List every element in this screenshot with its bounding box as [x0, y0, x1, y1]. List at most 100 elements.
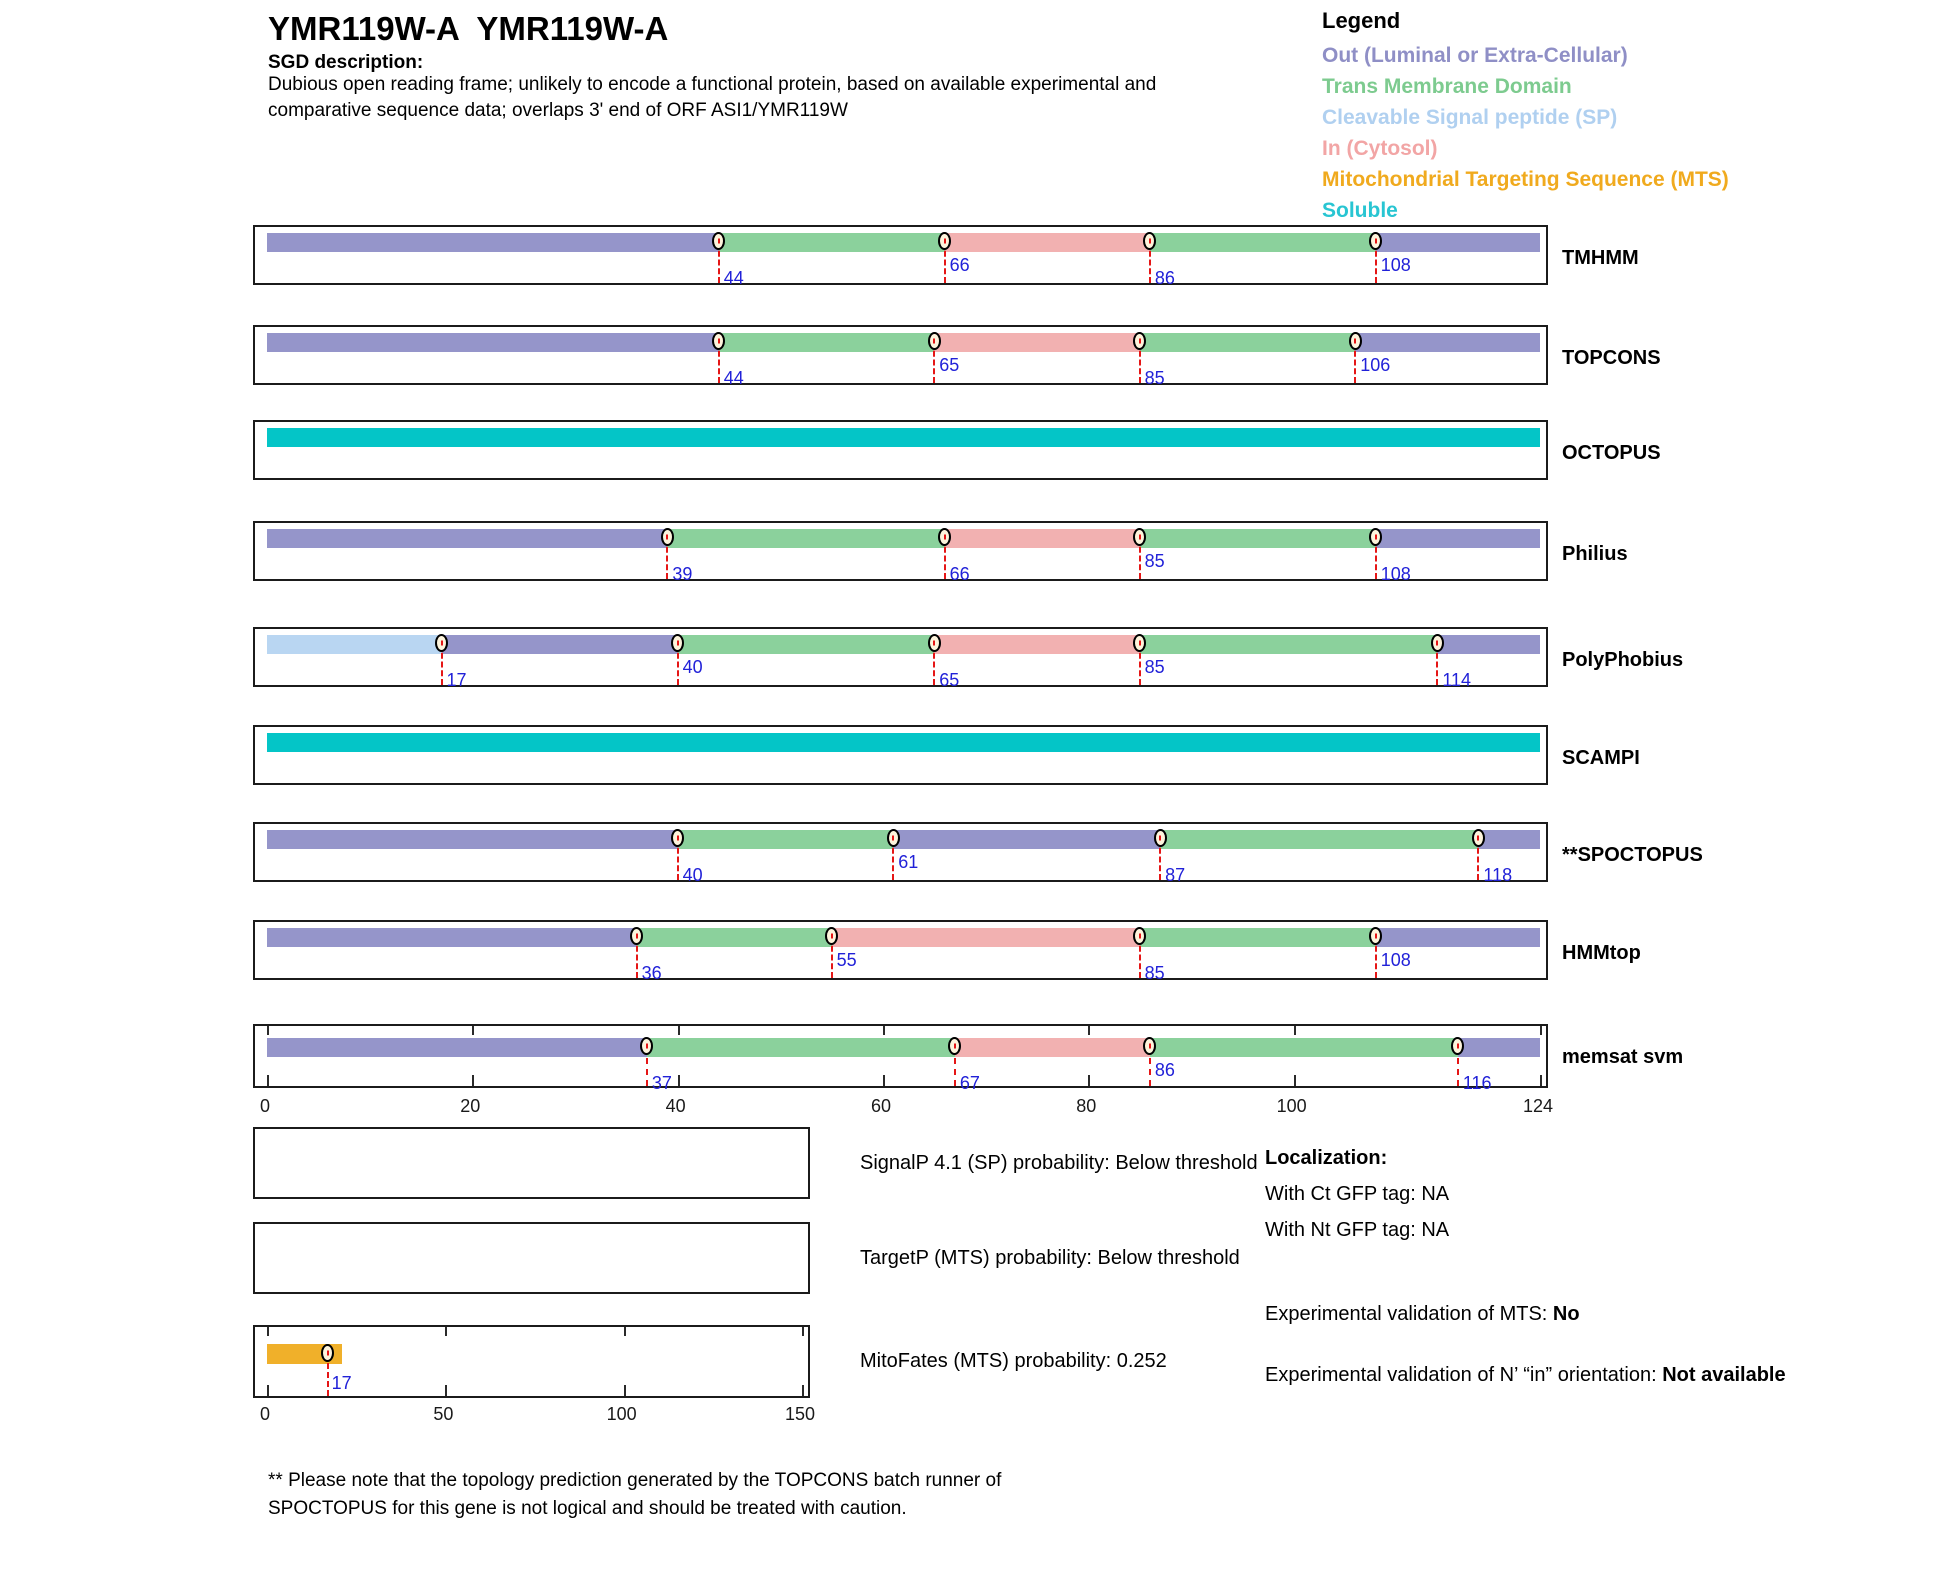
boundary-number: 106: [1360, 355, 1391, 375]
boundary-line: [943, 242, 946, 283]
segment-tm: [1139, 333, 1356, 352]
boundary-marker: [825, 927, 839, 945]
segment-out: [267, 830, 678, 849]
boundary-number: 40: [682, 865, 703, 885]
track-box-philius: 39 66 85 108: [253, 521, 1548, 584]
track-box-scampi: [253, 725, 1548, 785]
boundary-number: 108: [1380, 255, 1411, 275]
track-box-polyphobius: 17 40 65 85 114: [253, 627, 1548, 690]
segment-tm: [667, 529, 945, 548]
mts-validation-label: Experimental validation of MTS:: [1265, 1303, 1553, 1325]
marker-dot: [717, 338, 720, 344]
track-box-octopus: [253, 420, 1548, 480]
segment-tm: [1139, 635, 1438, 654]
axis-tick-label: 100: [606, 1404, 637, 1424]
axis-tick-label: 0: [259, 1096, 271, 1116]
boundary-line: [1138, 644, 1141, 685]
boundary-number: 85: [1144, 963, 1165, 983]
boundary-number: 85: [1144, 551, 1165, 571]
track-box-spoctopus: 40 61 87 118: [253, 822, 1548, 885]
localization-title: Localization:: [1265, 1147, 1388, 1169]
boundary-marker: [712, 232, 726, 250]
marker-dot: [676, 640, 679, 646]
marker-dot: [1148, 238, 1151, 244]
marker-dot: [635, 933, 638, 939]
segment-soluble: [267, 428, 1540, 447]
marker-dot: [1159, 835, 1162, 841]
boundary-line: [1159, 839, 1162, 880]
axis-tick-label: 50: [433, 1404, 454, 1424]
marker-dot: [717, 238, 720, 244]
marker-dot: [1374, 534, 1377, 540]
track-label-spoctopus: **SPOCTOPUS: [1562, 844, 1703, 866]
boundary-line: [1138, 937, 1141, 978]
boundary-line: [892, 839, 895, 880]
orientation-validation-line: Experimental validation of N’ “in” orien…: [1265, 1359, 1810, 1391]
boundary-line: [717, 342, 720, 383]
segment-tm: [718, 233, 945, 252]
boundary-marker: [1369, 528, 1383, 546]
axis-tick: [802, 1385, 804, 1396]
axis-tick: [623, 1385, 626, 1396]
track-label-polyphobius: PolyPhobius: [1562, 649, 1684, 671]
segment-tm: [718, 333, 935, 352]
plot-box-2: 17: [253, 1325, 810, 1398]
marker-dot: [1374, 238, 1377, 244]
axis-tick: [623, 1327, 626, 1336]
boundary-line: [645, 1047, 648, 1086]
boundary-number: 66: [949, 564, 970, 584]
boundary-marker: [671, 634, 685, 652]
boundary-line: [1374, 937, 1377, 978]
marker-dot: [943, 238, 946, 244]
boundary-line: [1138, 538, 1141, 579]
footnote-line1: ** Please note that the topology predict…: [268, 1470, 1002, 1491]
axis-tick: [677, 1026, 680, 1035]
boundary-number: 36: [641, 963, 662, 983]
boundary-marker: [1471, 829, 1485, 847]
boundary-number: 17: [331, 1373, 352, 1393]
segment-out: [1437, 635, 1540, 654]
axis-tick: [445, 1385, 448, 1396]
boundary-line: [1354, 342, 1357, 383]
axis-tick: [267, 1385, 269, 1396]
axis-tick-label: 100: [1276, 1096, 1307, 1116]
marker-dot: [1138, 640, 1141, 646]
boundary-number: 86: [1154, 1060, 1175, 1080]
boundary-number: 40: [682, 657, 703, 677]
axis-tick: [267, 1327, 269, 1336]
boundary-number: 55: [836, 950, 857, 970]
segment-tm: [677, 635, 935, 654]
boundary-marker: [1153, 829, 1167, 847]
orientation-validation-label: Experimental validation of N’ “in” orien…: [1265, 1364, 1663, 1386]
ct-gfp-tag-line: With Ct GFP tag: NA: [1265, 1183, 1450, 1205]
boundary-line: [1374, 538, 1377, 579]
boundary-line: [953, 1047, 956, 1086]
boundary-marker: [1369, 232, 1383, 250]
boundary-line: [933, 644, 936, 685]
footnote: ** Please note that the topology predict…: [268, 1467, 1001, 1523]
boundary-line: [676, 839, 679, 880]
axis-tick: [445, 1327, 448, 1336]
boundary-marker: [1133, 927, 1147, 945]
boundary-marker: [938, 528, 952, 546]
boundary-marker: [1348, 332, 1362, 350]
axis-tick-label: 80: [1076, 1096, 1097, 1116]
track-label-hmmtop: HMMtop: [1562, 942, 1641, 964]
marker-dot: [645, 1043, 648, 1049]
legend-item-sp: Cleavable Signal peptide (SP): [1322, 106, 1618, 129]
track-box-memsat-svm: 37 67 86 116: [253, 1024, 1548, 1093]
sgd-description-label: SGD description:: [268, 52, 424, 73]
axis-tick-label: 20: [460, 1096, 481, 1116]
boundary-line: [666, 538, 669, 579]
boundary-number: 108: [1380, 950, 1411, 970]
boundary-number: 37: [651, 1073, 672, 1093]
segment-out: [267, 333, 719, 352]
segment-out: [1457, 1038, 1540, 1057]
track-label-philius: Philius: [1562, 543, 1628, 565]
segment-in: [944, 233, 1150, 252]
segment-tm: [1149, 1038, 1458, 1057]
marker-dot: [892, 835, 895, 841]
boundary-marker: [1133, 332, 1147, 350]
segment-out: [267, 529, 668, 548]
boundary-marker: [1143, 232, 1157, 250]
